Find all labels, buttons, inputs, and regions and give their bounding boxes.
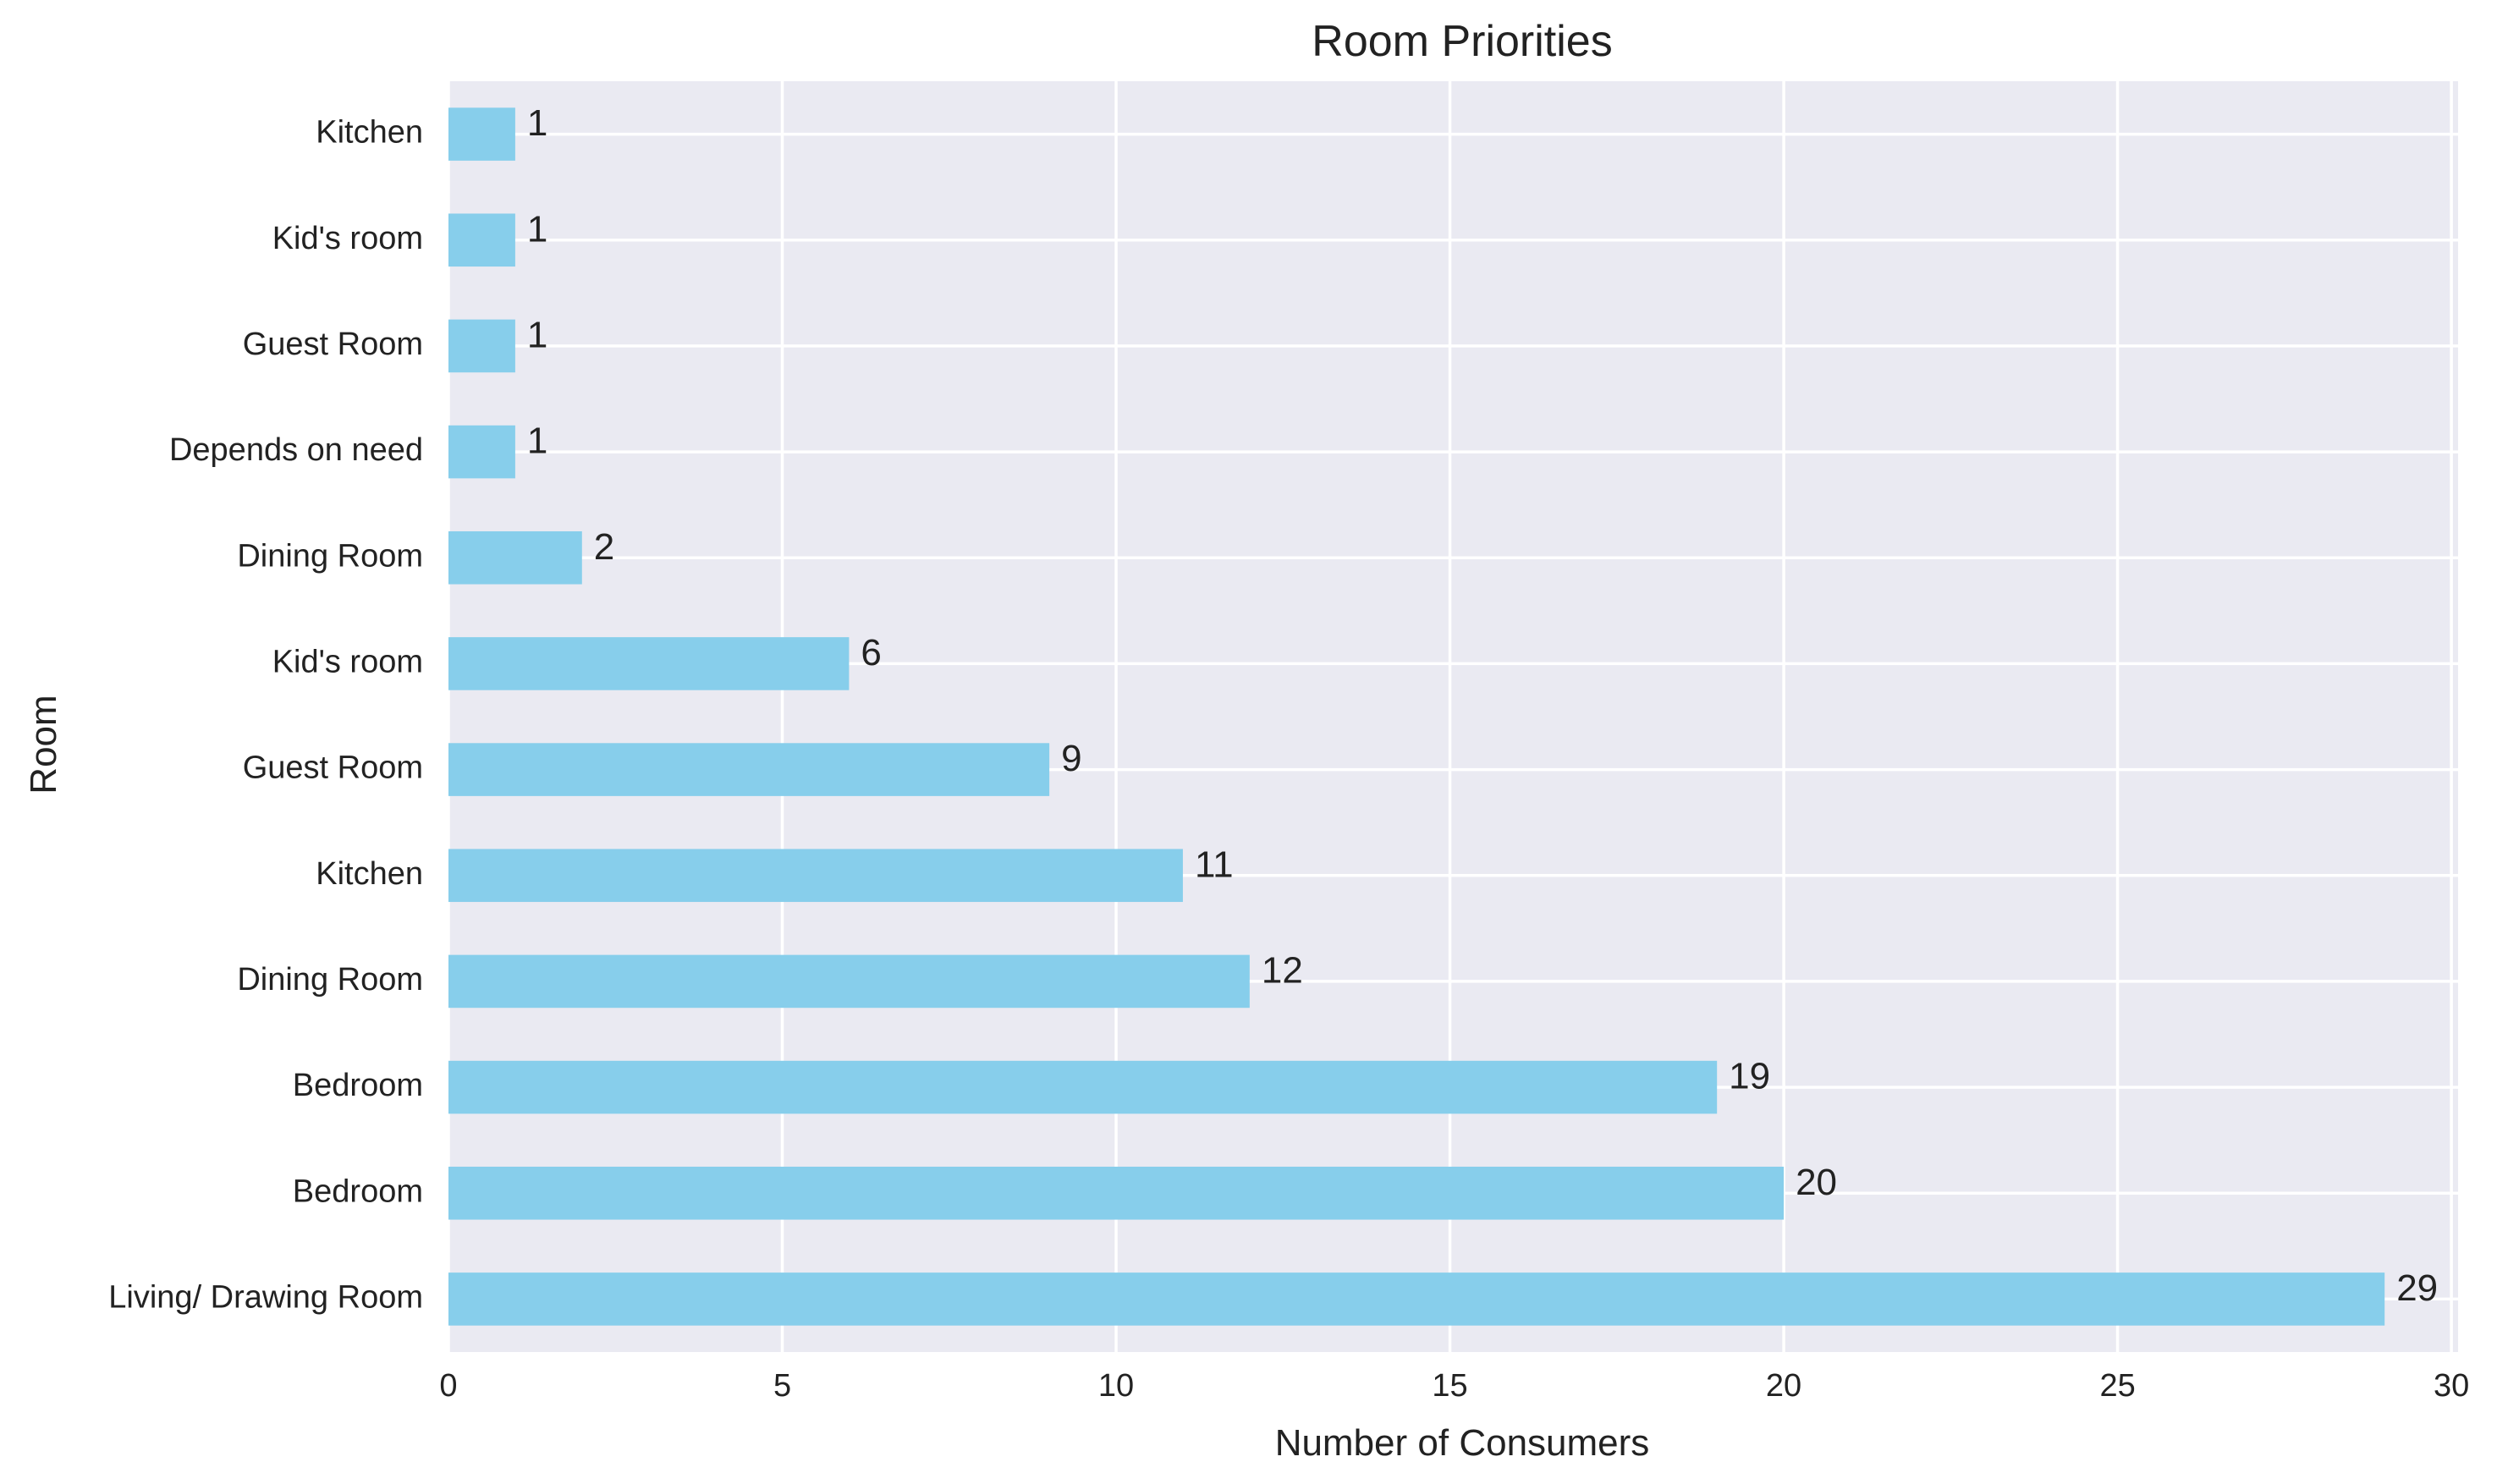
bars — [448, 107, 2385, 1326]
bar-value-label: 1 — [527, 208, 547, 250]
bar-value-label: 11 — [1195, 844, 1234, 885]
bar — [448, 425, 515, 479]
bar-value-label: 29 — [2396, 1267, 2438, 1309]
y-tick-label: Bedroom — [293, 1173, 423, 1209]
x-tick-label: 30 — [2434, 1368, 2469, 1404]
y-tick-label: Bedroom — [293, 1068, 423, 1103]
bar — [448, 530, 582, 585]
plot-background — [448, 81, 2458, 1352]
chart-title: Room Priorities — [1312, 17, 1612, 66]
y-tick-labels: Living/ Drawing Room Bedroom Bedroom Dining… — [108, 115, 423, 1316]
y-tick-label: Kid's room — [272, 221, 423, 256]
y-tick-label: Depends on need — [169, 432, 423, 468]
bar — [448, 107, 515, 161]
y-tick-label: Living/ Drawing Room — [108, 1279, 423, 1315]
y-tick-label: Kitchen — [316, 115, 423, 151]
bar — [448, 319, 515, 373]
bar — [448, 743, 1050, 796]
bar — [448, 637, 850, 690]
y-tick-label: Kid's room — [272, 644, 423, 679]
x-axis-label: Number of Consumers — [1275, 1422, 1650, 1464]
bar — [448, 1060, 1718, 1114]
bar-value-label: 12 — [1262, 950, 1303, 992]
bar-value-label: 1 — [527, 102, 547, 144]
bar-value-label: 6 — [861, 632, 881, 673]
y-tick-label: Guest Room — [243, 750, 423, 786]
bar — [448, 1272, 2385, 1326]
bar-value-label: 19 — [1729, 1056, 1770, 1097]
x-tick-label: 20 — [1766, 1368, 1801, 1404]
y-axis-label: Room — [23, 695, 64, 794]
bar-value-label: 9 — [1061, 738, 1081, 779]
x-tick-label: 5 — [773, 1368, 791, 1404]
y-tick-label: Guest Room — [243, 327, 423, 362]
x-tick-label: 10 — [1098, 1368, 1134, 1404]
bar-value-label: 20 — [1796, 1162, 1837, 1203]
bar — [448, 954, 1250, 1009]
y-tick-label: Dining Room — [237, 538, 423, 574]
bar — [448, 1166, 1785, 1220]
bar-value-label: 1 — [527, 420, 547, 462]
x-tick-label: 25 — [2099, 1368, 2135, 1404]
y-tick-label: Kitchen — [316, 856, 423, 892]
x-tick-label: 0 — [439, 1368, 457, 1404]
y-tick-label: Dining Room — [237, 962, 423, 998]
bar — [448, 213, 515, 267]
x-tick-labels: 0 5 10 15 20 25 30 — [439, 1368, 2469, 1404]
bar-value-label: 2 — [594, 526, 614, 568]
x-tick-label: 15 — [1432, 1368, 1467, 1404]
bar — [448, 849, 1183, 903]
bar-value-label: 1 — [527, 315, 547, 356]
